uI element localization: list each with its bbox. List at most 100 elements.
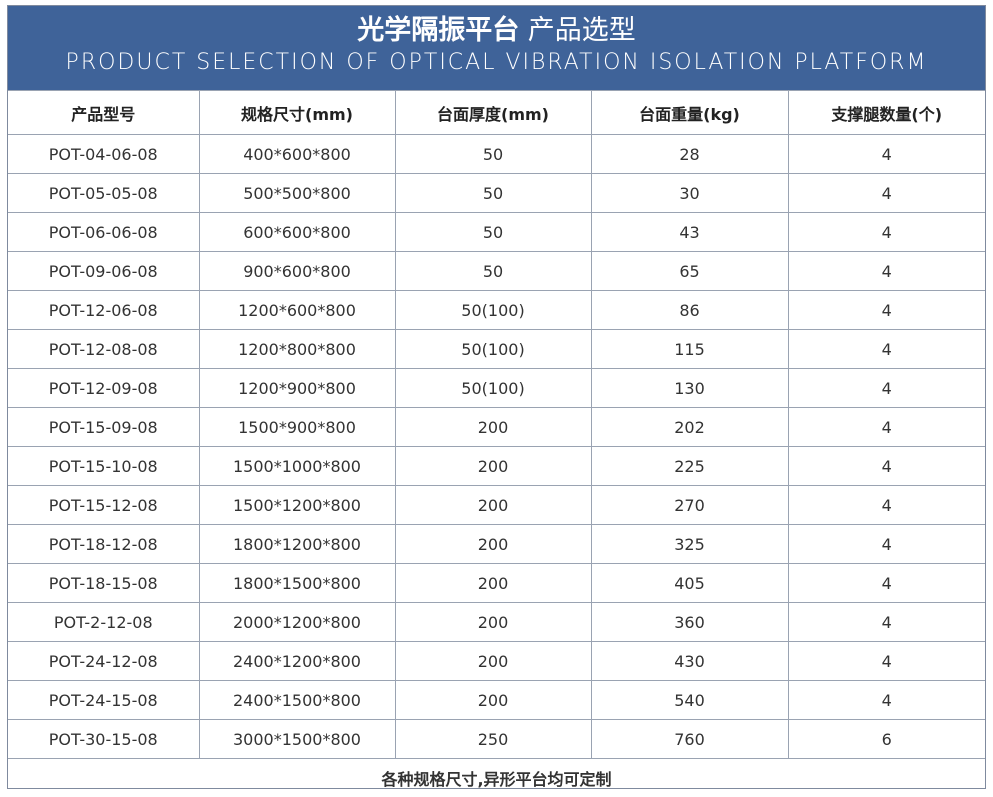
table-cell: 360 (591, 603, 788, 642)
table-cell: POT-18-15-08 (8, 564, 199, 603)
table-cell: 50 (395, 252, 591, 291)
table-cell: 4 (788, 486, 985, 525)
table-cell: 1500*1200*800 (199, 486, 395, 525)
footer-note: 各种规格尺寸,异形平台均可定制 (8, 759, 985, 797)
table-cell: 430 (591, 642, 788, 681)
table-cell: 1800*1500*800 (199, 564, 395, 603)
table-cell: 4 (788, 291, 985, 330)
table-cell: 600*600*800 (199, 213, 395, 252)
table-cell: 4 (788, 681, 985, 720)
title-bold: 光学隔振平台 (357, 15, 519, 46)
table-cell: POT-24-12-08 (8, 642, 199, 681)
table-cell: 760 (591, 720, 788, 759)
table-cell: 200 (395, 642, 591, 681)
table-cell: 43 (591, 213, 788, 252)
table-cell: 4 (788, 447, 985, 486)
table-cell: 1800*1200*800 (199, 525, 395, 564)
table-cell: POT-05-05-08 (8, 174, 199, 213)
column-header: 支撑腿数量(个) (788, 91, 985, 135)
page-title: 光学隔振平台 产品选型 (8, 14, 985, 48)
table-cell: POT-18-12-08 (8, 525, 199, 564)
table-cell: 540 (591, 681, 788, 720)
table-cell: 4 (788, 525, 985, 564)
table-cell: 200 (395, 447, 591, 486)
table-cell: 130 (591, 369, 788, 408)
table-cell: 200 (395, 603, 591, 642)
table-cell: 1500*900*800 (199, 408, 395, 447)
table-cell: 115 (591, 330, 788, 369)
table-cell: 4 (788, 408, 985, 447)
table-cell: 4 (788, 213, 985, 252)
table-cell: 400*600*800 (199, 135, 395, 174)
table-cell: 50(100) (395, 330, 591, 369)
column-header: 台面厚度(mm) (395, 91, 591, 135)
table-cell: POT-04-06-08 (8, 135, 199, 174)
table-cell: 50(100) (395, 291, 591, 330)
table-cell: 900*600*800 (199, 252, 395, 291)
table-cell: 202 (591, 408, 788, 447)
table-cell: 30 (591, 174, 788, 213)
table-cell: 500*500*800 (199, 174, 395, 213)
header-row: 产品型号 规格尺寸(mm) 台面厚度(mm) 台面重量(kg) 支撑腿数量(个) (8, 91, 985, 135)
table-cell: 4 (788, 135, 985, 174)
column-header: 产品型号 (8, 91, 199, 135)
table-cell: POT-09-06-08 (8, 252, 199, 291)
table-cell: POT-30-15-08 (8, 720, 199, 759)
page-subtitle: PRODUCT SELECTION OF OPTICAL VIBRATION I… (8, 48, 985, 78)
table-cell: 200 (395, 408, 591, 447)
table-cell: 405 (591, 564, 788, 603)
table-cell: 1200*600*800 (199, 291, 395, 330)
table-cell: 200 (395, 564, 591, 603)
product-table: 产品型号 规格尺寸(mm) 台面厚度(mm) 台面重量(kg) 支撑腿数量(个)… (8, 90, 985, 797)
table-cell: 4 (788, 564, 985, 603)
table-cell: 3000*1500*800 (199, 720, 395, 759)
table-cell: 225 (591, 447, 788, 486)
table-cell: 325 (591, 525, 788, 564)
table-cell: POT-12-09-08 (8, 369, 199, 408)
table-cell: 2400*1200*800 (199, 642, 395, 681)
table-cell: 250 (395, 720, 591, 759)
table-cell: 2400*1500*800 (199, 681, 395, 720)
table-cell: POT-15-09-08 (8, 408, 199, 447)
table-cell: 6 (788, 720, 985, 759)
table-cell: 200 (395, 525, 591, 564)
title-rest: 产品选型 (528, 15, 636, 46)
table-cell: 1500*1000*800 (199, 447, 395, 486)
table-cell: 200 (395, 681, 591, 720)
table-cell: 270 (591, 486, 788, 525)
table-cell: POT-24-15-08 (8, 681, 199, 720)
table-cell: 4 (788, 369, 985, 408)
table-cell: 4 (788, 603, 985, 642)
table-cell: POT-15-10-08 (8, 447, 199, 486)
column-header: 台面重量(kg) (591, 91, 788, 135)
table-cell: 4 (788, 330, 985, 369)
selection-table-frame: 光学隔振平台 产品选型 PRODUCT SELECTION OF OPTICAL… (7, 5, 986, 789)
table-cell: 4 (788, 174, 985, 213)
table-cell: 4 (788, 642, 985, 681)
table-cell: 50 (395, 135, 591, 174)
table-cell: 50(100) (395, 369, 591, 408)
table-cell: 1200*800*800 (199, 330, 395, 369)
table-cell: 2000*1200*800 (199, 603, 395, 642)
table-cell: 1200*900*800 (199, 369, 395, 408)
column-header: 规格尺寸(mm) (199, 91, 395, 135)
table-cell: 50 (395, 213, 591, 252)
table-cell: 4 (788, 252, 985, 291)
footer-row: 各种规格尺寸,异形平台均可定制 (8, 759, 985, 797)
table-cell: 28 (591, 135, 788, 174)
